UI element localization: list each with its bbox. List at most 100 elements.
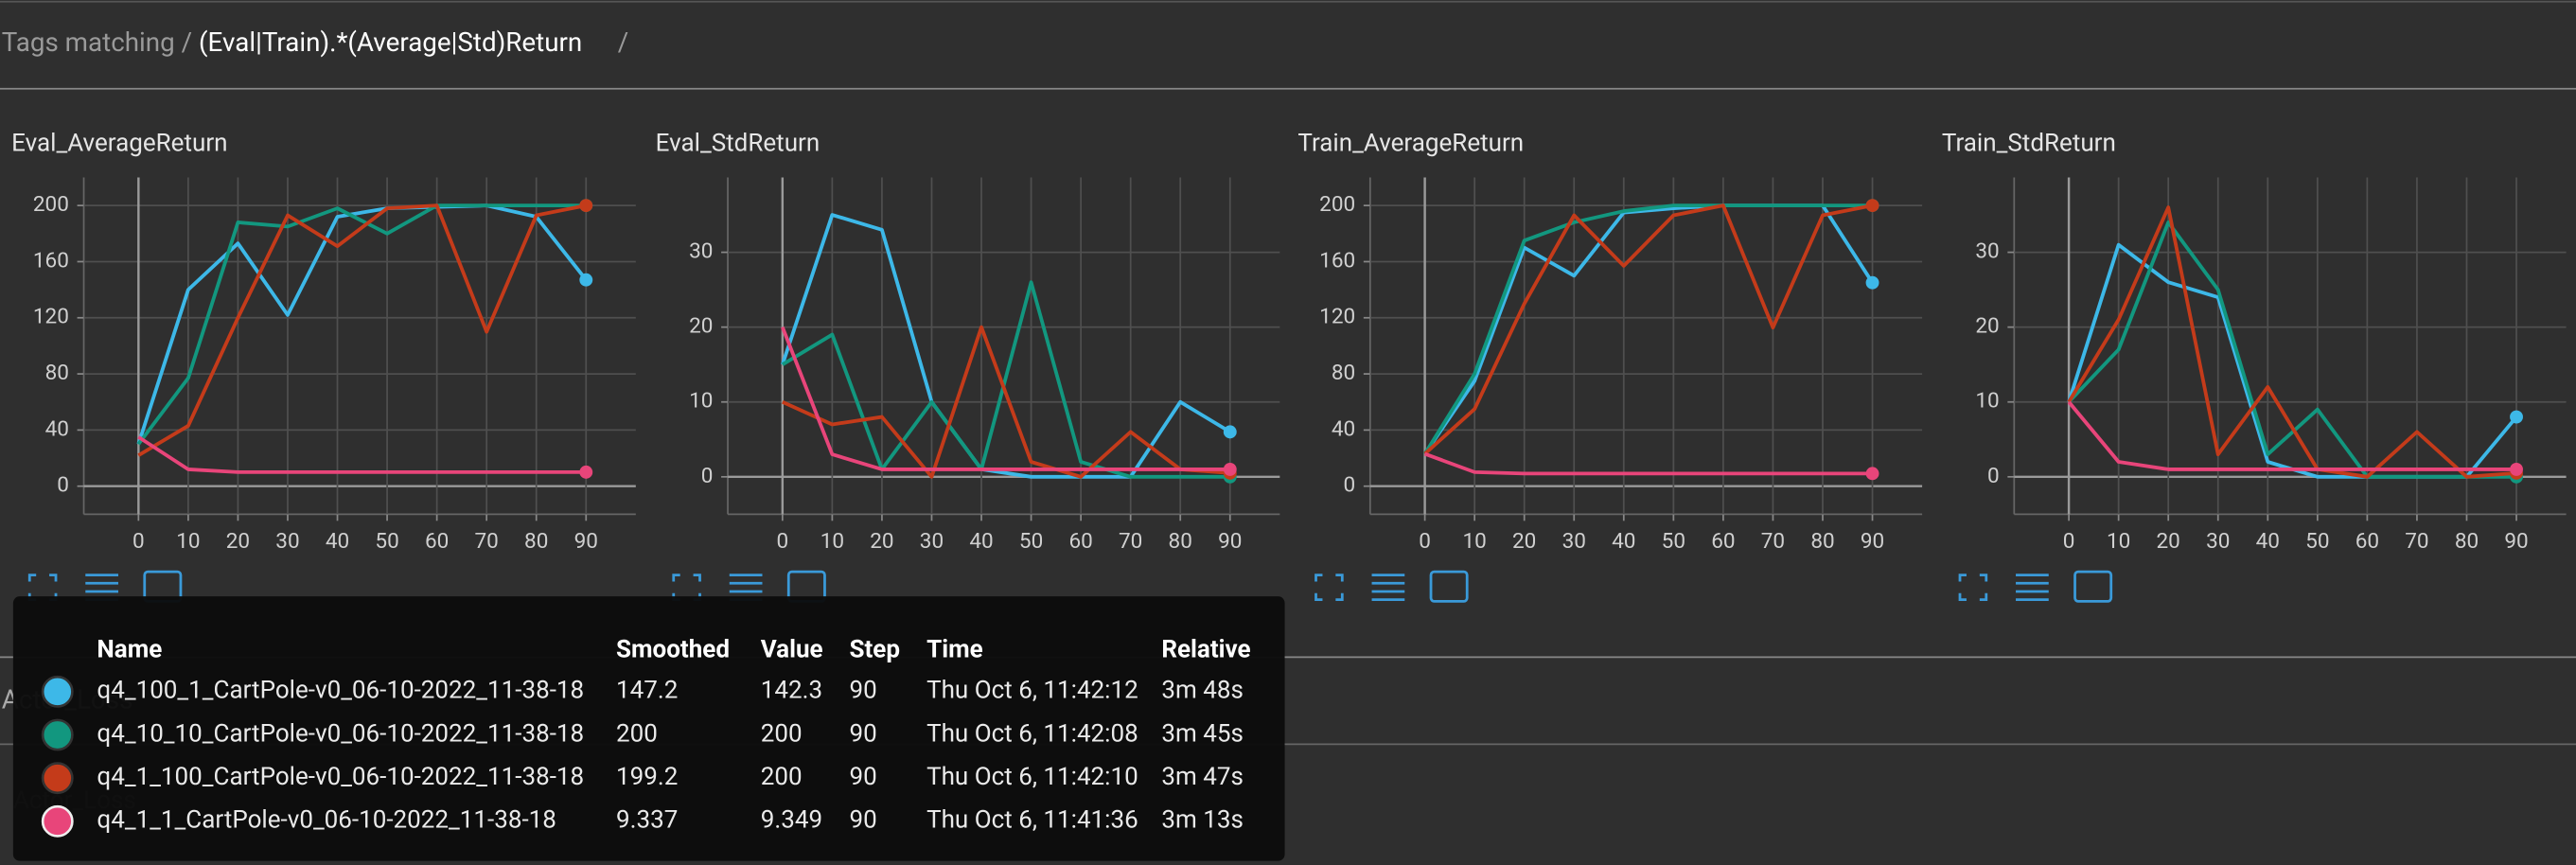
data-toggle-button[interactable] [729,574,763,602]
chart-card: Train_AverageReturn 0 40 80 120 160 200 0 10 20 30… [1297,130,1923,603]
tooltip-cell: 3m 47s [1161,763,1244,791]
tooltip-box [12,596,1285,861]
tooltip: Name Smoothed Value Step Time Relative q4_100_… [12,596,1285,861]
y-tick-label: 0 [701,463,714,488]
end-point [2510,410,2523,424]
tooltip-cell: q4_100_1_CartPole-v0_06-10-2022_11-38-18 [97,677,584,705]
chart-card: Eval_AverageReturn 0 40 80 120 160 200 0 10 20 30 4… [11,130,636,603]
x-tick-label: 0 [777,528,789,554]
x-tick-label: 50 [1019,528,1043,554]
y-tick-label: 20 [1975,313,1999,339]
end-point [2510,462,2523,476]
x-tick-label: 20 [226,528,250,554]
filter-label: Tags matching / [2,26,192,58]
tooltip-header: Smoothed [616,635,730,663]
tooltip-header: Name [97,635,162,663]
chart-card: Train_StdReturn 0 10 20 30 0 10 20 30 40 50 60 70 80 9… [1942,130,2567,603]
x-tick-label: 70 [2405,528,2428,554]
x-tick-label: 60 [1068,528,1092,554]
series-line [782,325,1230,479]
run-swatch [41,804,74,838]
expand-button[interactable] [1958,574,1988,602]
chart-title: Train_StdReturn [1942,130,2116,158]
end-point [1865,467,1879,481]
y-tick-label: 0 [1987,463,2000,488]
fit-button[interactable] [1429,570,1469,603]
x-tick-label: 50 [375,528,398,554]
x-tick-label: 50 [1662,528,1685,554]
y-tick-label: 40 [45,415,69,441]
x-tick-label: 30 [2206,528,2230,554]
filter-suffix: / [618,26,628,58]
expand-button[interactable] [1314,574,1344,602]
expand-button[interactable] [672,574,701,602]
x-tick-label: 80 [2455,528,2479,554]
y-tick-label: 30 [1975,238,1999,264]
fit-button[interactable] [2073,570,2113,603]
run-swatch [41,718,74,751]
y-tick-label: 120 [1319,304,1355,329]
series-line [137,435,587,474]
end-point [1223,462,1237,476]
x-tick-label: 40 [969,528,993,554]
chart-card: Eval_StdReturn 0 10 20 30 0 10 20 30 40 50 60 70 80 90 [656,130,1280,603]
filter-pattern[interactable]: (Eval|Train).*(Average|Std)Return [199,26,582,58]
data-toggle-button[interactable] [1371,574,1405,602]
x-tick-label: 10 [176,528,200,554]
data-toggle-button[interactable] [2016,574,2049,602]
x-tick-label: 30 [920,528,944,554]
x-tick-label: 90 [2504,528,2528,554]
x-tick-label: 90 [1861,528,1884,554]
x-tick-label: 20 [2157,528,2180,554]
tooltip-cell: 90 [849,806,876,835]
x-tick-label: 40 [326,528,349,554]
series-line [1423,203,1873,456]
x-tick-label: 70 [1761,528,1785,554]
x-tick-label: 20 [1512,528,1536,554]
x-tick-label: 70 [475,528,499,554]
x-tick-label: 10 [1462,528,1486,554]
tooltip-header: Step [849,635,900,663]
data-toggle-button[interactable] [85,574,118,602]
tooltip-cell: 3m 45s [1161,719,1244,748]
run-swatch [41,762,74,795]
chart-title: Eval_AverageReturn [11,130,227,158]
series-line [1423,451,1873,476]
y-tick-label: 10 [689,388,713,414]
x-tick-label: 80 [1169,528,1192,554]
tooltip-cell: 200 [761,763,803,791]
tooltip-cell: Thu Oct 6, 11:41:36 [926,806,1138,835]
series-line [2067,205,2517,479]
x-tick-label: 80 [524,528,548,554]
x-tick-label: 10 [2107,528,2130,554]
series-line [781,280,1230,479]
chart-toolbar [27,570,183,603]
end-point [1865,199,1879,213]
chart-title: Train_AverageReturn [1297,130,1524,158]
x-tick-label: 0 [1419,528,1431,554]
series-line [781,213,1231,479]
series-line [2067,221,2517,479]
x-tick-label: 30 [1562,528,1586,554]
tooltip-cell: Thu Oct 6, 11:42:10 [926,763,1138,791]
run-swatch [41,675,74,708]
x-tick-label: 70 [1119,528,1142,554]
x-tick-label: 40 [2256,528,2280,554]
series-line [137,203,587,457]
tooltip-cell: Thu Oct 6, 11:42:08 [926,719,1138,748]
y-tick-label: 200 [33,191,69,217]
tooltip-cell: Thu Oct 6, 11:42:12 [926,677,1138,705]
chart-toolbar [1314,570,1469,603]
tooltip-cell: 9.349 [761,806,822,835]
y-tick-label: 0 [1344,472,1356,498]
y-tick-label: 30 [689,238,713,264]
y-tick-label: 160 [33,247,69,273]
y-tick-label: 0 [57,472,69,498]
tooltip-header: Value [761,635,823,663]
y-tick-label: 80 [1332,360,1355,385]
end-point [579,199,593,213]
tooltip-cell: 90 [849,677,876,705]
expand-button[interactable] [27,574,58,602]
